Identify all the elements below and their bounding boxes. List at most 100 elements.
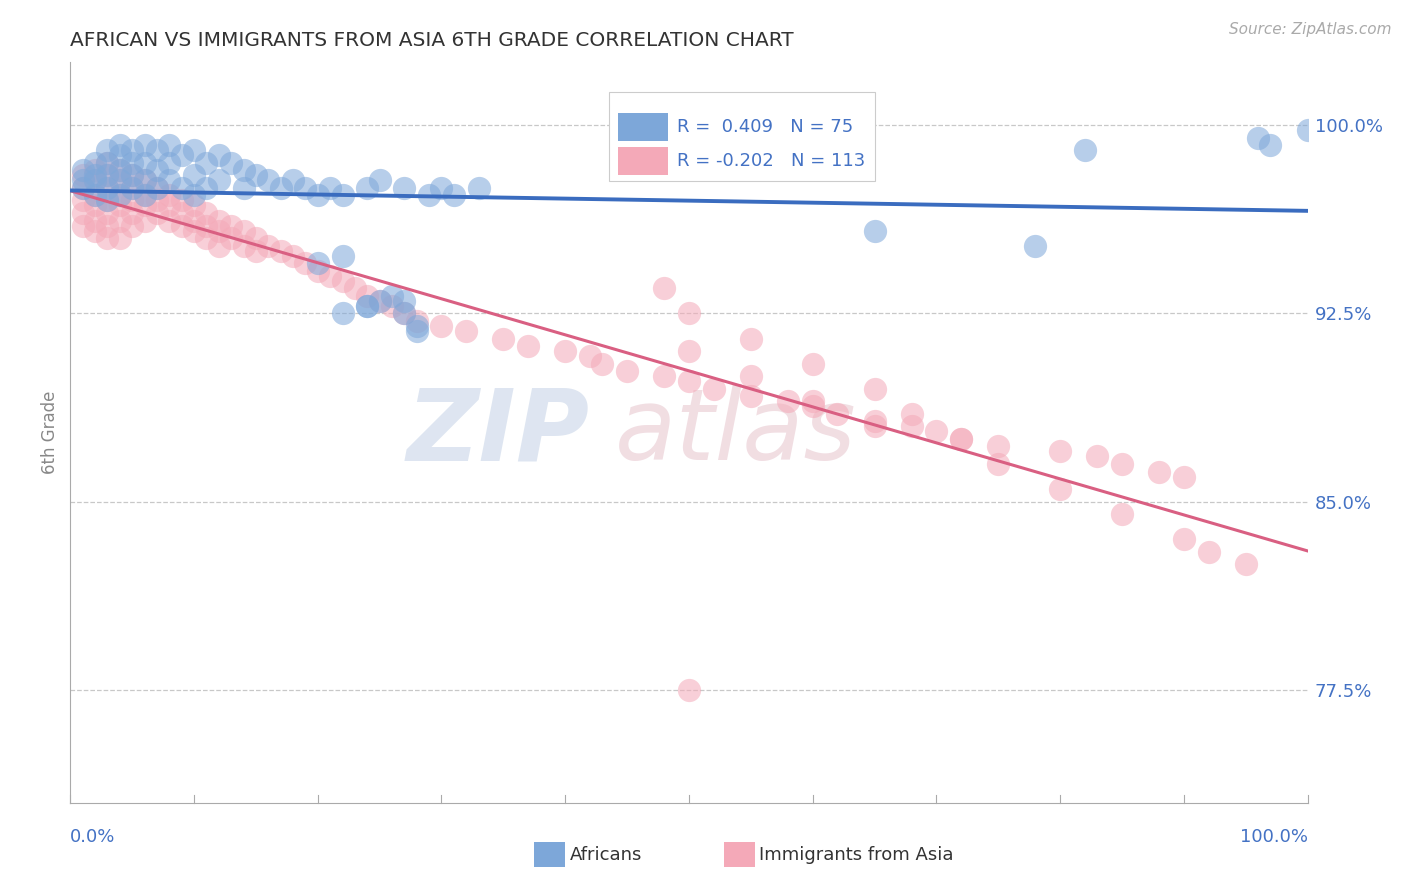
Point: [134, 188, 156, 202]
Point: [146, 181, 169, 195]
Point: [108, 213, 131, 227]
Point: [84, 173, 107, 187]
Point: [863, 224, 886, 238]
Point: [84, 188, 107, 202]
Point: [108, 188, 131, 202]
Point: [134, 188, 156, 202]
Point: [900, 407, 922, 421]
Point: [84, 173, 107, 187]
Point: [157, 138, 180, 153]
Point: [257, 173, 280, 187]
Text: atlas: atlas: [614, 384, 856, 481]
Point: [554, 344, 576, 359]
Point: [332, 274, 354, 288]
Point: [987, 457, 1010, 471]
Point: [157, 173, 180, 187]
Point: [121, 206, 143, 220]
Point: [332, 306, 354, 320]
Point: [1260, 138, 1282, 153]
Text: Immigrants from Asia: Immigrants from Asia: [759, 846, 953, 863]
Point: [170, 148, 193, 162]
Point: [146, 206, 169, 220]
Point: [208, 173, 231, 187]
Point: [96, 181, 118, 195]
Point: [281, 249, 304, 263]
Point: [232, 238, 254, 252]
Point: [108, 188, 131, 202]
Point: [170, 181, 193, 195]
Point: [121, 219, 143, 233]
Point: [72, 181, 94, 195]
Point: [134, 138, 156, 153]
Text: ZIP: ZIP: [406, 384, 591, 481]
Point: [96, 181, 118, 195]
Point: [134, 173, 156, 187]
Point: [146, 163, 169, 178]
Point: [108, 148, 131, 162]
Point: [157, 188, 180, 202]
Point: [356, 299, 378, 313]
Point: [418, 188, 440, 202]
Point: [394, 181, 416, 195]
Point: [96, 156, 118, 170]
Point: [678, 682, 700, 697]
Point: [1085, 450, 1108, 464]
Point: [195, 206, 218, 220]
Point: [1111, 457, 1133, 471]
Point: [394, 293, 416, 308]
Point: [332, 249, 354, 263]
Point: [467, 181, 489, 195]
Point: [1147, 465, 1170, 479]
Point: [183, 143, 205, 157]
Point: [776, 394, 799, 409]
Point: [208, 213, 231, 227]
Point: [307, 188, 329, 202]
Point: [863, 382, 886, 396]
Point: [368, 293, 391, 308]
Point: [72, 163, 94, 178]
Point: [827, 407, 849, 421]
Point: [232, 163, 254, 178]
Point: [405, 318, 427, 333]
Point: [134, 173, 156, 187]
Point: [72, 206, 94, 220]
Point: [183, 224, 205, 238]
Point: [108, 163, 131, 178]
Point: [950, 432, 973, 446]
Point: [121, 181, 143, 195]
Point: [183, 188, 205, 202]
Point: [319, 181, 342, 195]
Point: [121, 169, 143, 183]
Point: [121, 156, 143, 170]
Point: [703, 382, 725, 396]
Point: [270, 181, 292, 195]
Point: [96, 219, 118, 233]
Point: [208, 148, 231, 162]
Point: [281, 173, 304, 187]
Point: [84, 169, 107, 183]
Point: [356, 299, 378, 313]
Point: [208, 238, 231, 252]
Point: [294, 181, 316, 195]
Point: [146, 181, 169, 195]
Point: [157, 213, 180, 227]
Point: [195, 231, 218, 245]
Point: [579, 349, 602, 363]
Point: [1049, 444, 1071, 458]
Point: [84, 188, 107, 202]
Point: [863, 419, 886, 434]
Point: [108, 173, 131, 187]
Point: [108, 138, 131, 153]
Point: [307, 264, 329, 278]
Point: [108, 231, 131, 245]
Point: [1111, 507, 1133, 521]
Point: [307, 256, 329, 270]
Point: [381, 299, 404, 313]
Point: [1049, 482, 1071, 496]
Point: [492, 331, 515, 345]
Point: [405, 314, 427, 328]
Point: [343, 281, 366, 295]
Text: R = -0.202   N = 113: R = -0.202 N = 113: [676, 152, 865, 170]
FancyBboxPatch shape: [619, 147, 668, 175]
Point: [381, 289, 404, 303]
